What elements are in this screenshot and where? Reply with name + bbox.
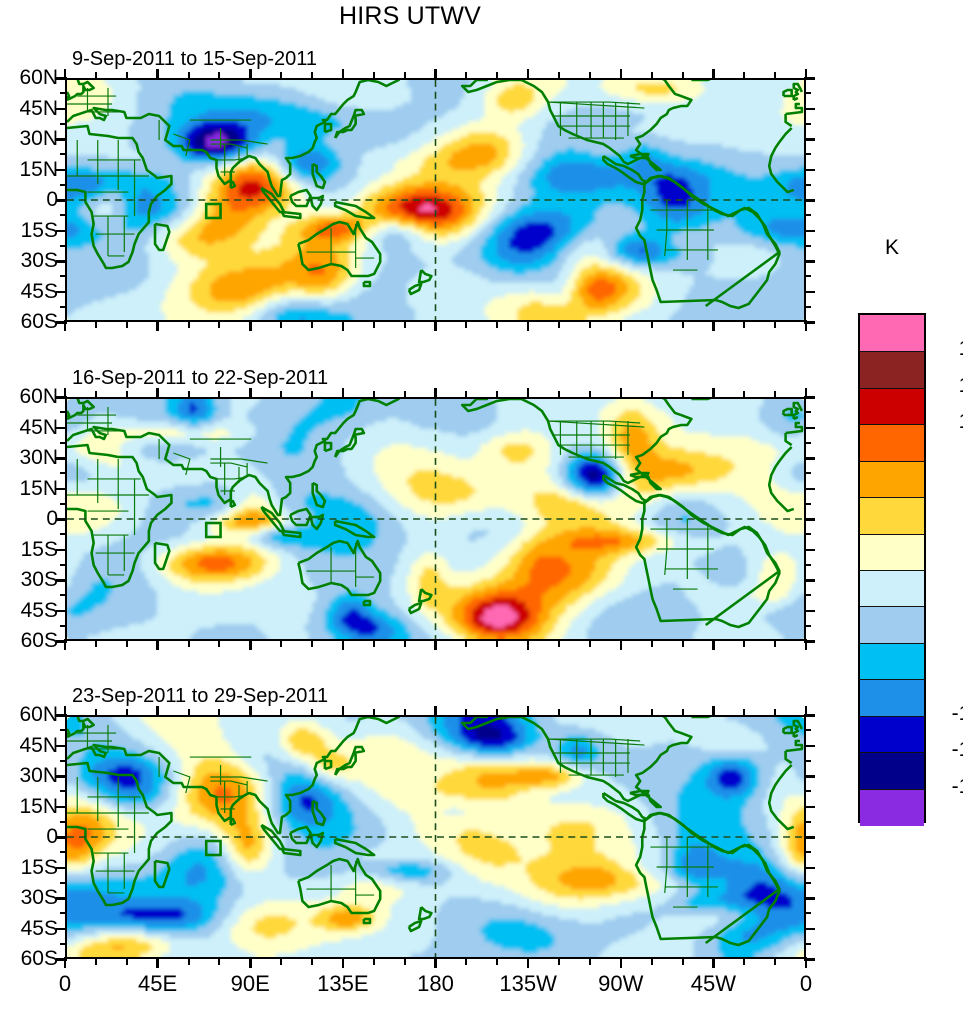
colorbar-segment-4 bbox=[860, 460, 924, 499]
colorbar-segment-12 bbox=[860, 752, 924, 790]
colorbar-segment-13 bbox=[860, 788, 924, 827]
colorbar-segment-0 bbox=[860, 315, 924, 352]
y-axis-tick-15N: 15N bbox=[0, 795, 58, 819]
x-axis-tick-0: 0 bbox=[59, 971, 71, 997]
y-axis-tick-30N: 30N bbox=[0, 446, 58, 470]
y-axis-tick-15S: 15S bbox=[0, 538, 58, 562]
y-axis-tick-30S: 30S bbox=[0, 568, 58, 592]
page-title: HIRS UTWV bbox=[0, 2, 820, 31]
political-borders bbox=[67, 724, 718, 908]
colorbar-tick--9: -9 bbox=[934, 665, 963, 689]
colorbar-tick-6: 6 bbox=[934, 483, 963, 507]
colorbar[interactable] bbox=[858, 313, 926, 827]
y-axis-tick-60S: 60S bbox=[0, 629, 58, 653]
colorbar-tick-0: 0 bbox=[934, 556, 963, 580]
colorbar-tick--6: -6 bbox=[934, 629, 963, 653]
anomaly-field-1 bbox=[67, 80, 804, 320]
x-axis-tick-135W: 135W bbox=[499, 971, 556, 997]
colorbar-tick-3: 3 bbox=[934, 520, 963, 544]
reference-box bbox=[204, 202, 222, 220]
y-axis-tick-30N: 30N bbox=[0, 127, 58, 151]
y-axis-tick-60S: 60S bbox=[0, 310, 58, 334]
y-axis-tick-45S: 45S bbox=[0, 599, 58, 623]
y-axis-tick-15S: 15S bbox=[0, 856, 58, 880]
anomaly-field-2 bbox=[67, 399, 804, 639]
panel-title-1: 9-Sep-2011 to 15-Sep-2011 bbox=[72, 48, 317, 71]
x-axis-tick-90E: 90E bbox=[231, 971, 270, 997]
y-axis-tick-30S: 30S bbox=[0, 249, 58, 273]
colorbar-tick--12: -12 bbox=[934, 702, 963, 726]
colorbar-segment-3 bbox=[860, 424, 924, 463]
colorbar-tick--18: -18 bbox=[934, 775, 963, 799]
coastlines bbox=[67, 399, 804, 629]
x-axis-tick-0: 0 bbox=[800, 971, 812, 997]
colorbar-tick-18: 18 bbox=[934, 337, 963, 361]
y-axis-tick-0: 0 bbox=[0, 188, 58, 212]
panel-title-3: 23-Sep-2011 to 29-Sep-2011 bbox=[72, 685, 328, 708]
colorbar-segment-11 bbox=[860, 715, 924, 754]
colorbar-segment-2 bbox=[860, 387, 924, 426]
y-axis-tick-30S: 30S bbox=[0, 886, 58, 910]
x-axis-tick-90W: 90W bbox=[598, 971, 643, 997]
y-axis-tick-15S: 15S bbox=[0, 219, 58, 243]
coastlines bbox=[67, 717, 804, 947]
colorbar-segment-10 bbox=[860, 679, 924, 718]
colorbar-tick-15: 15 bbox=[934, 374, 963, 398]
y-axis-tick-60N: 60N bbox=[0, 703, 58, 727]
x-axis-tick-45E: 45E bbox=[138, 971, 177, 997]
political-borders bbox=[67, 87, 718, 271]
y-axis-tick-0: 0 bbox=[0, 825, 58, 849]
colorbar-segment-7 bbox=[860, 570, 924, 608]
y-axis-tick-15N: 15N bbox=[0, 477, 58, 501]
y-axis-tick-0: 0 bbox=[0, 507, 58, 531]
colorbar-tick-12: 12 bbox=[934, 410, 963, 434]
x-axis-tick-45W: 45W bbox=[691, 971, 736, 997]
colorbar-segment-1 bbox=[860, 351, 924, 390]
coastlines bbox=[67, 80, 804, 310]
colorbar-segment-5 bbox=[860, 497, 924, 535]
y-axis-tick-60N: 60N bbox=[0, 385, 58, 409]
political-borders bbox=[67, 406, 718, 590]
y-axis-tick-45N: 45N bbox=[0, 734, 58, 758]
map-plot-area-1[interactable] bbox=[65, 78, 806, 322]
y-axis-tick-45S: 45S bbox=[0, 917, 58, 941]
colorbar-unit-label: K bbox=[857, 236, 927, 260]
colorbar-tick-9: 9 bbox=[934, 447, 963, 471]
colorbar-segment-6 bbox=[860, 533, 924, 572]
colorbar-segment-8 bbox=[860, 606, 924, 645]
map-plot-area-3[interactable] bbox=[65, 715, 806, 959]
colorbar-segment-9 bbox=[860, 642, 924, 681]
y-axis-tick-45S: 45S bbox=[0, 280, 58, 304]
y-axis-tick-45N: 45N bbox=[0, 97, 58, 121]
reference-box bbox=[204, 521, 222, 539]
y-axis-tick-30N: 30N bbox=[0, 764, 58, 788]
y-axis-tick-15N: 15N bbox=[0, 158, 58, 182]
reference-box bbox=[204, 839, 222, 857]
x-axis-tick-135E: 135E bbox=[317, 971, 368, 997]
y-axis-tick-60S: 60S bbox=[0, 947, 58, 971]
colorbar-tick--3: -3 bbox=[934, 592, 963, 616]
y-axis-tick-60N: 60N bbox=[0, 66, 58, 90]
map-plot-area-2[interactable] bbox=[65, 397, 806, 641]
panel-title-2: 16-Sep-2011 to 22-Sep-2011 bbox=[72, 367, 328, 390]
x-axis-tick-180: 180 bbox=[417, 971, 454, 997]
y-axis-tick-45N: 45N bbox=[0, 416, 58, 440]
colorbar-tick--15: -15 bbox=[934, 738, 963, 762]
anomaly-field-3 bbox=[67, 717, 804, 957]
